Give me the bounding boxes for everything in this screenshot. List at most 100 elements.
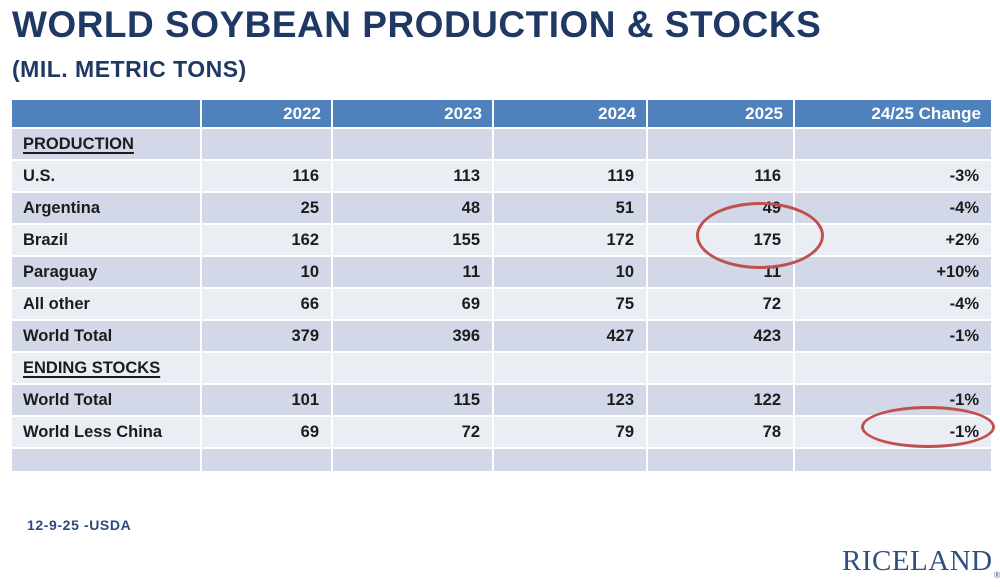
row-label: Argentina	[23, 198, 101, 217]
value-cell: -4%	[795, 289, 991, 319]
value-cell	[795, 129, 991, 159]
soybean-table-container: 2022 2023 2024 2025 24/25 Change PRODUCTION U…	[10, 98, 993, 473]
row-label: Paraguay	[23, 262, 98, 281]
row-label-cell: Brazil	[12, 225, 200, 255]
row-label: World Total	[23, 326, 113, 345]
value-cell: 116	[202, 161, 331, 191]
row-label-cell: PRODUCTION	[12, 129, 200, 159]
value-cell: 123	[494, 385, 646, 415]
page-title: WORLD SOYBEAN PRODUCTION & STOCKS	[12, 4, 822, 45]
value-cell: 155	[333, 225, 492, 255]
row-label: U.S.	[23, 166, 56, 185]
value-cell: 75	[494, 289, 646, 319]
table-row: Brazil 162 155 172 175 +2%	[12, 225, 991, 255]
value-cell: 162	[202, 225, 331, 255]
value-cell	[494, 449, 646, 471]
registered-mark: ®	[993, 570, 1000, 580]
soybean-table: 2022 2023 2024 2025 24/25 Change PRODUCTION U…	[10, 98, 993, 473]
value-cell: 427	[494, 321, 646, 351]
table-row: All other 66 69 75 72 -4%	[12, 289, 991, 319]
value-cell	[494, 353, 646, 383]
value-cell: 113	[333, 161, 492, 191]
row-label-cell	[12, 449, 200, 471]
row-label-column-header	[12, 100, 200, 127]
table-row: U.S. 116 113 119 116 -3%	[12, 161, 991, 191]
value-cell	[202, 129, 331, 159]
value-cell: 48	[333, 193, 492, 223]
value-cell	[333, 449, 492, 471]
column-header-2025: 2025	[648, 100, 793, 127]
value-cell	[333, 353, 492, 383]
value-cell: -3%	[795, 161, 991, 191]
value-cell: 66	[202, 289, 331, 319]
page-subtitle: (MIL. METRIC TONS)	[12, 56, 247, 82]
row-label-cell: ENDING STOCKS	[12, 353, 200, 383]
value-cell: 10	[202, 257, 331, 287]
value-cell: 172	[494, 225, 646, 255]
section-row: ENDING STOCKS	[12, 353, 991, 383]
table-row: World Less China 69 72 79 78 -1%	[12, 417, 991, 447]
row-label-cell: All other	[12, 289, 200, 319]
column-header-2022: 2022	[202, 100, 331, 127]
value-cell: 101	[202, 385, 331, 415]
row-label: ENDING STOCKS	[23, 358, 161, 377]
value-cell: 78	[648, 417, 793, 447]
row-label: World Less China	[23, 422, 163, 441]
value-cell: 115	[333, 385, 492, 415]
row-label-cell: World Total	[12, 321, 200, 351]
value-cell: -1%	[795, 417, 991, 447]
value-cell: 396	[333, 321, 492, 351]
table-header-row: 2022 2023 2024 2025 24/25 Change	[12, 100, 991, 127]
value-cell: 122	[648, 385, 793, 415]
value-cell: -1%	[795, 385, 991, 415]
row-label-cell: U.S.	[12, 161, 200, 191]
value-cell: 11	[648, 257, 793, 287]
value-cell: -1%	[795, 321, 991, 351]
riceland-logo-text: RICELAND	[842, 545, 993, 577]
value-cell: 72	[648, 289, 793, 319]
value-cell: 49	[648, 193, 793, 223]
value-cell	[202, 449, 331, 471]
column-header-2023: 2023	[333, 100, 492, 127]
value-cell: +10%	[795, 257, 991, 287]
table-row	[12, 449, 991, 471]
section-row: PRODUCTION	[12, 129, 991, 159]
value-cell	[648, 353, 793, 383]
table-row: Paraguay 10 11 10 11 +10%	[12, 257, 991, 287]
value-cell: 10	[494, 257, 646, 287]
table-row: World Total 379 396 427 423 -1%	[12, 321, 991, 351]
row-label-cell: Paraguay	[12, 257, 200, 287]
value-cell	[333, 129, 492, 159]
riceland-logo: RICELAND®	[842, 545, 1000, 580]
row-label: All other	[23, 294, 90, 313]
value-cell: 379	[202, 321, 331, 351]
column-header-24/25 Change: 24/25 Change	[795, 100, 991, 127]
value-cell	[202, 353, 331, 383]
value-cell: -4%	[795, 193, 991, 223]
value-cell: 69	[202, 417, 331, 447]
row-label-cell: Argentina	[12, 193, 200, 223]
value-cell: 11	[333, 257, 492, 287]
value-cell	[795, 353, 991, 383]
value-cell	[494, 129, 646, 159]
value-cell: +2%	[795, 225, 991, 255]
row-label-cell: World Total	[12, 385, 200, 415]
row-label: Brazil	[23, 230, 68, 249]
column-header-2024: 2024	[494, 100, 646, 127]
value-cell: 79	[494, 417, 646, 447]
source-date-note: 12-9-25 -USDA	[27, 517, 132, 533]
value-cell: 51	[494, 193, 646, 223]
value-cell: 69	[333, 289, 492, 319]
value-cell: 116	[648, 161, 793, 191]
value-cell: 119	[494, 161, 646, 191]
value-cell: 72	[333, 417, 492, 447]
value-cell	[648, 129, 793, 159]
row-label: PRODUCTION	[23, 134, 134, 153]
value-cell	[648, 449, 793, 471]
row-label-cell: World Less China	[12, 417, 200, 447]
value-cell	[795, 449, 991, 471]
table-row: World Total 101 115 123 122 -1%	[12, 385, 991, 415]
value-cell: 175	[648, 225, 793, 255]
value-cell: 25	[202, 193, 331, 223]
